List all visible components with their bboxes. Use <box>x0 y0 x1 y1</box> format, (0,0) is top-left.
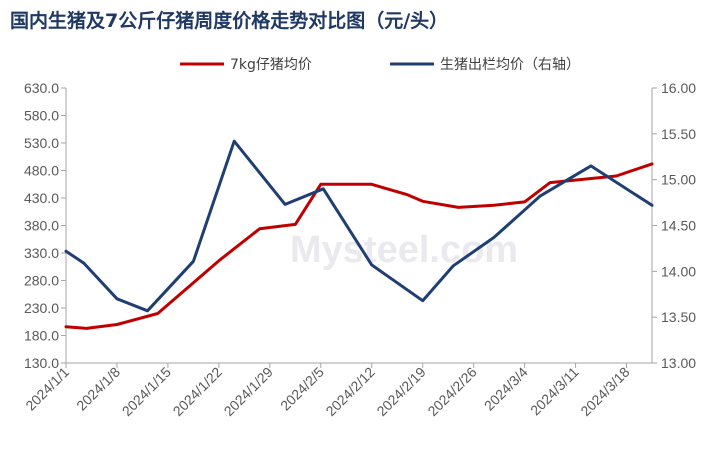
left-tick-label: 380.0 <box>24 218 59 234</box>
chart-title: 国内生猪及7公斤仔猪周度价格走势对比图（元/头） <box>10 10 449 32</box>
left-tick-label: 580.0 <box>24 108 59 124</box>
left-tick-label: 230.0 <box>24 300 59 316</box>
right-tick-label: 15.00 <box>661 172 696 188</box>
legend-label-2: 生猪出栏均价（右轴） <box>440 57 580 73</box>
right-tick-label: 13.00 <box>661 355 696 371</box>
left-tick-label: 330.0 <box>24 245 59 261</box>
x-tick-label: 2024/1/15 <box>119 364 175 420</box>
x-tick-label: 2024/2/5 <box>277 364 327 414</box>
right-tick-label: 14.50 <box>661 218 696 234</box>
watermark: Mysteel.com <box>290 229 518 271</box>
x-tick-label: 2024/2/12 <box>322 364 378 420</box>
left-tick-label: 180.0 <box>24 328 59 344</box>
x-tick-label: 2024/3/18 <box>577 364 633 420</box>
right-tick-label: 15.50 <box>661 126 696 142</box>
x-tick-label: 2024/2/26 <box>424 364 480 420</box>
right-tick-label: 14.00 <box>661 263 696 279</box>
x-tick-label: 2024/3/11 <box>527 364 582 419</box>
right-tick-label: 16.00 <box>661 80 696 96</box>
legend-label-1: 7kg仔猪均价 <box>230 57 312 73</box>
left-tick-label: 630.0 <box>24 80 59 96</box>
series-line-1 <box>64 162 654 330</box>
x-tick-label: 2024/2/19 <box>373 364 429 420</box>
series-lines <box>64 139 654 330</box>
right-tick-label: 13.50 <box>661 309 696 325</box>
x-tick-label: 2024/3/4 <box>481 364 531 414</box>
x-tick-label: 2024/1/22 <box>170 364 226 420</box>
left-tick-label: 480.0 <box>24 163 59 179</box>
series-line-2 <box>64 139 654 313</box>
left-tick-label: 280.0 <box>24 273 59 289</box>
legend: 7kg仔猪均价 生猪出栏均价（右轴） <box>180 57 580 73</box>
x-tick-label: 2024/1/8 <box>73 364 123 414</box>
left-tick-label: 430.0 <box>24 190 59 206</box>
x-tick-label: 2024/1/1 <box>22 364 72 414</box>
x-tick-label: 2024/1/29 <box>221 364 277 420</box>
left-tick-label: 530.0 <box>24 135 59 151</box>
left-tick-label: 130.0 <box>24 355 59 371</box>
